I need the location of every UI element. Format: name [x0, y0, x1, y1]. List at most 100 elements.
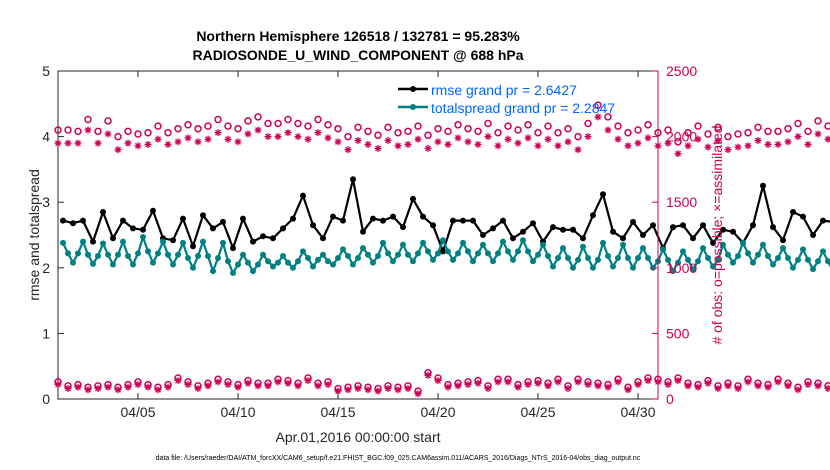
obs-assimilated-lower-marker — [54, 381, 62, 389]
obs-possible-upper-marker — [804, 127, 812, 136]
obs-assimilated-upper-marker — [434, 138, 442, 146]
totalspread-point — [505, 248, 511, 255]
rmse-point — [370, 215, 376, 222]
obs-possible-upper-marker — [624, 128, 632, 137]
rmse-point — [820, 217, 826, 224]
obs-assimilated-upper-marker — [824, 135, 830, 143]
obs-assimilated-upper-marker — [544, 135, 552, 143]
obs-possible-upper-marker — [314, 115, 322, 124]
totalspread-point — [785, 255, 791, 261]
obs-assimilated-upper-marker — [514, 139, 522, 147]
obs-assimilated-upper-marker — [124, 139, 132, 147]
series-layer — [54, 101, 830, 398]
totalspread-point — [470, 258, 476, 265]
obs-assimilated-lower-marker — [554, 378, 562, 386]
rmse-point — [460, 217, 466, 224]
obs-possible-upper-marker — [434, 124, 442, 133]
rmse-point — [440, 248, 446, 255]
totalspread-point — [200, 238, 206, 245]
obs-assimilated-lower-marker — [784, 382, 792, 390]
obs-assimilated-upper-marker — [624, 142, 632, 150]
rmse-point — [800, 213, 806, 220]
rmse-point — [430, 222, 436, 229]
totalspread-point — [775, 255, 781, 261]
obs-assimilated-upper-marker — [744, 142, 752, 150]
obs-assimilated-upper-marker — [454, 134, 462, 142]
rmse-point — [180, 215, 186, 222]
obs-assimilated-lower-marker — [454, 382, 462, 390]
rmse-point — [420, 213, 426, 220]
totalspread-point — [510, 256, 516, 263]
totalspread-point — [215, 255, 221, 261]
totalspread-point — [720, 241, 726, 248]
rmse-point — [590, 212, 596, 219]
obs-possible-upper-marker — [644, 121, 652, 129]
obs-assimilated-upper-marker — [494, 142, 502, 150]
totalspread-point — [705, 255, 711, 261]
obs-assimilated-upper-marker — [784, 138, 792, 146]
totalspread-point — [435, 250, 441, 257]
obs-assimilated-upper-marker — [334, 138, 342, 146]
totalspread-point — [420, 239, 426, 246]
obs-assimilated-upper-marker — [794, 133, 802, 141]
totalspread-point — [495, 250, 501, 257]
y-left-tick-label: 4 — [42, 129, 50, 145]
totalspread-point — [135, 250, 141, 257]
obs-possible-upper-marker — [344, 132, 352, 141]
obs-assimilated-upper-marker — [634, 139, 642, 147]
rmse-point — [470, 217, 476, 224]
rmse-point — [320, 235, 326, 242]
obs-possible-upper-marker — [234, 124, 242, 133]
obs-assimilated-lower-marker — [744, 378, 752, 386]
obs-assimilated-upper-marker — [324, 134, 332, 142]
y-left-tick-label: 3 — [42, 194, 50, 210]
obs-assimilated-upper-marker — [394, 142, 402, 150]
totalspread-point — [480, 241, 486, 248]
rmse-point — [310, 222, 316, 229]
rmse-point — [100, 209, 106, 215]
obs-assimilated-upper-marker — [694, 135, 702, 143]
y-axis-label-left: rmse and totalspread — [26, 169, 42, 301]
obs-possible-upper-marker — [484, 119, 492, 128]
obs-assimilated-upper-marker — [674, 150, 682, 158]
totalspread-point — [140, 234, 146, 240]
totalspread-point — [270, 263, 276, 270]
obs-assimilated-lower-marker — [644, 377, 652, 385]
totalspread-point — [180, 239, 186, 246]
totalspread-point — [810, 266, 816, 273]
rmse-point — [150, 207, 156, 214]
legend-rmse-marker — [410, 86, 416, 92]
obs-assimilated-lower-marker — [544, 382, 552, 390]
obs-assimilated-lower-marker — [594, 382, 602, 390]
obs-assimilated-upper-marker — [194, 138, 202, 146]
totalspread-point — [520, 237, 526, 244]
obs-possible-upper-marker — [184, 121, 192, 129]
obs-assimilated-lower-marker — [244, 379, 252, 387]
totalspread-point — [230, 270, 236, 276]
totalspread-point — [685, 256, 691, 263]
rmse-point — [790, 209, 796, 215]
obs-assimilated-upper-marker — [734, 143, 742, 151]
obs-assimilated-lower-marker — [704, 379, 712, 387]
obs-possible-upper-marker — [714, 123, 722, 132]
rmse-point — [60, 217, 66, 224]
totalspread-point — [625, 255, 631, 261]
totalspread-point — [670, 268, 676, 275]
obs-possible-upper-marker — [64, 126, 72, 134]
obs-assimilated-lower-marker — [174, 377, 182, 385]
obs-assimilated-lower-marker — [274, 378, 282, 386]
obs-assimilated-lower-marker — [264, 382, 272, 390]
totalspread-point — [765, 253, 771, 259]
rmse-point — [220, 218, 226, 225]
obs-possible-upper-marker — [394, 128, 402, 137]
totalspread-point — [575, 256, 581, 263]
rmse-point — [520, 228, 526, 235]
rmse-point — [350, 176, 356, 183]
totalspread-point — [430, 256, 436, 263]
obs-assimilated-upper-marker — [74, 139, 82, 147]
rmse-point — [170, 237, 176, 244]
obs-assimilated-upper-marker — [724, 146, 732, 154]
totalspread-point — [805, 256, 811, 263]
totalspread-point — [300, 248, 306, 255]
totalspread-point — [485, 250, 491, 257]
